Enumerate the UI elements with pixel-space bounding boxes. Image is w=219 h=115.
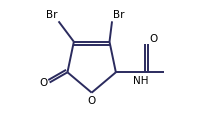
Text: O: O bbox=[88, 95, 96, 105]
Text: Br: Br bbox=[113, 10, 125, 20]
Text: O: O bbox=[149, 34, 157, 44]
Text: O: O bbox=[39, 78, 48, 88]
Text: NH: NH bbox=[133, 75, 148, 85]
Text: Br: Br bbox=[46, 10, 57, 20]
